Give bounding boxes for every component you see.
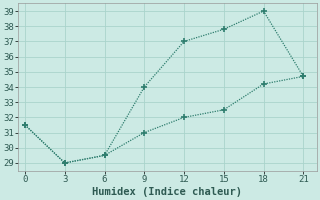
X-axis label: Humidex (Indice chaleur): Humidex (Indice chaleur): [92, 186, 243, 197]
